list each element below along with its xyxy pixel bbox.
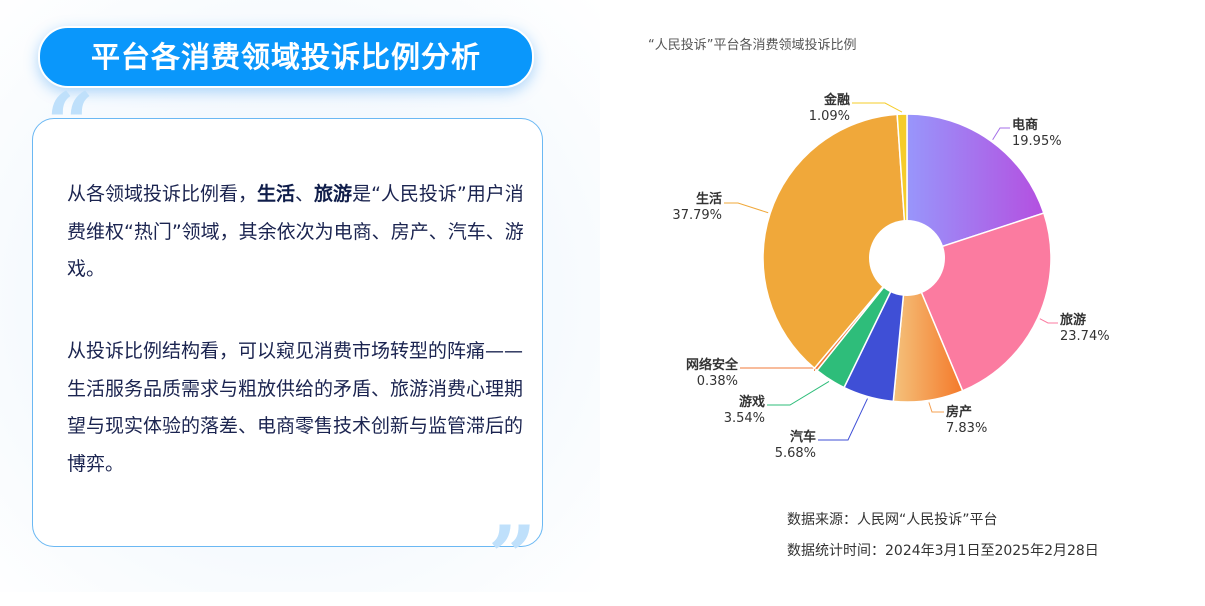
slice-label: 网络安全 0.38% xyxy=(686,358,738,390)
slice-value: 7.83% xyxy=(946,421,988,436)
donut-chart xyxy=(724,102,1058,441)
highlight-life: 生活 xyxy=(257,183,296,205)
slice-name: 房产 xyxy=(946,405,973,420)
slice-value: 1.09% xyxy=(808,109,850,124)
slice-label: 金融 1.09% xyxy=(809,93,850,125)
paragraph-2: 从投诉比例结构看，可以窥见消费市场转型的阵痛——生活服务品质需求与粗放供给的矛盾… xyxy=(67,340,524,475)
summary-card xyxy=(32,118,543,547)
slice-0 xyxy=(906,113,1045,260)
paragraph-1: 从各领域投诉比例看，生活、旅游是“人民投诉”用户消费维权“热门”领域，其余依次为… xyxy=(67,176,537,289)
p1-text-rest: 是“人民投诉”用户消费维权“热门”领域，其余依次为电商、房产、汽车、游戏。 xyxy=(67,183,524,280)
slice-value: 0.38% xyxy=(696,374,738,389)
slice-label: 电商 19.95% xyxy=(1012,118,1062,150)
leader-line-2 xyxy=(928,402,944,413)
donut-hole xyxy=(869,220,945,296)
slice-6 xyxy=(762,113,908,370)
slice-name: 旅游 xyxy=(1060,313,1087,328)
slice-name: 游戏 xyxy=(738,395,765,410)
leader-line-6 xyxy=(724,202,769,214)
highlight-travel: 旅游 xyxy=(314,183,353,205)
p1-text: 从各领域投诉比例看， xyxy=(67,183,258,205)
slice-label: 生活 37.79% xyxy=(672,192,722,224)
leader-line-4 xyxy=(767,380,830,406)
slice-name: 生活 xyxy=(695,192,722,207)
slice-name: 网络安全 xyxy=(685,358,738,373)
slice-label: 旅游 23.74% xyxy=(1060,313,1110,345)
slice-value: 3.54% xyxy=(723,411,765,426)
slice-value: 5.68% xyxy=(774,446,816,461)
slice-value: 23.74% xyxy=(1060,329,1110,344)
slice-value: 37.79% xyxy=(672,208,722,223)
leader-line-7 xyxy=(852,102,903,113)
p1-sep: 、 xyxy=(295,183,315,205)
chart-title: “人民投诉”平台各消费领域投诉比例 xyxy=(648,38,857,53)
data-source: 数据来源：人民网“人民投诉”平台 xyxy=(787,512,998,528)
slice-value: 19.95% xyxy=(1012,134,1062,149)
data-period: 数据统计时间：2024年3月1日至2025年2月28日 xyxy=(787,543,1099,559)
slice-label: 房产 7.83% xyxy=(946,405,987,437)
slice-label: 汽车 5.68% xyxy=(775,430,816,462)
page-title: 平台各消费领域投诉比例分析 xyxy=(38,26,534,88)
leader-line-1 xyxy=(1039,318,1058,324)
leader-line-5 xyxy=(740,367,816,371)
slice-label: 游戏 3.54% xyxy=(724,395,765,427)
close-quote-icon: ” xyxy=(488,507,537,606)
slice-name: 汽车 xyxy=(789,430,816,445)
slice-name: 电商 xyxy=(1012,118,1039,133)
slice-name: 金融 xyxy=(823,93,850,108)
leader-line-3 xyxy=(818,398,868,441)
leader-line-0 xyxy=(992,127,1010,141)
